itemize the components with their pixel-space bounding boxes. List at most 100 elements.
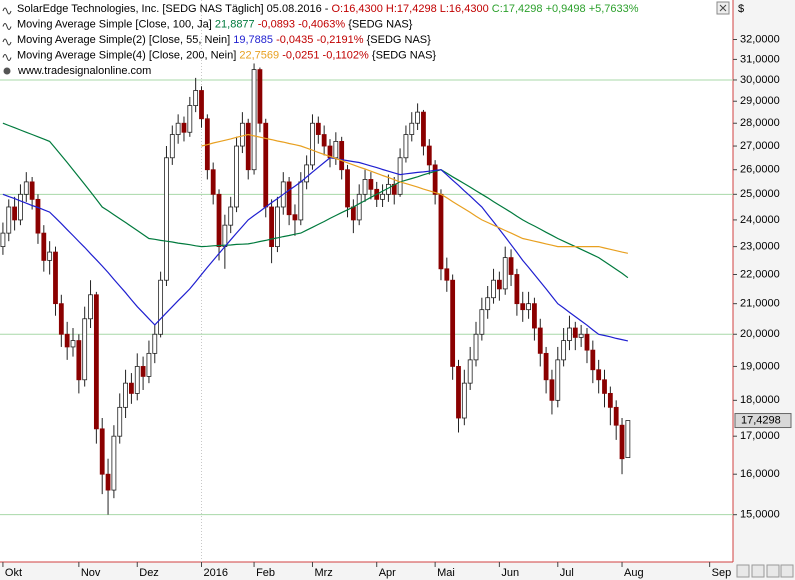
y-tick-label: 26,0000 (740, 164, 780, 176)
candle-body (175, 122, 181, 135)
candle-body (584, 333, 590, 351)
candle-body (619, 424, 625, 460)
x-tick-label: Jul (560, 567, 574, 579)
candle-body (245, 122, 251, 171)
candle-body (450, 279, 456, 367)
zoom-button[interactable] (751, 564, 765, 578)
candle-body (561, 340, 567, 361)
x-tick-label: Aug (624, 567, 644, 579)
legend-text: -0,0251 -0,1102% (282, 49, 372, 61)
candle-body (491, 279, 496, 299)
legend-text: Moving Average Simple(2) [Close, 55, Nei… (17, 34, 233, 46)
candle-body (234, 145, 239, 208)
candle-body (23, 181, 29, 195)
y-axis-panel (733, 0, 795, 580)
x-tick-label: Nov (81, 567, 101, 579)
candle-body (456, 366, 461, 419)
candle-body (549, 379, 555, 401)
candle-body (438, 193, 444, 270)
candle-body (321, 134, 327, 147)
candle-body (578, 333, 584, 338)
zoom-button[interactable] (780, 564, 794, 578)
legend-text: O:16,4300 H:17,4298 L:16,4300 (332, 3, 492, 15)
candle-body (187, 105, 193, 133)
candle-body (164, 157, 169, 281)
candle-body (216, 193, 222, 248)
candle-body (502, 257, 508, 290)
candle-body (18, 193, 23, 221)
zoom-button[interactable] (766, 564, 780, 578)
candle-body (298, 181, 304, 221)
candle-body (111, 435, 117, 491)
candle-body (461, 382, 467, 419)
y-tick-label: 23,0000 (740, 241, 780, 253)
zoom-button[interactable] (736, 564, 750, 578)
candle-body (12, 206, 18, 221)
legend-icon (2, 23, 12, 30)
y-tick-label: 32,0000 (740, 33, 780, 45)
candle-body (315, 122, 321, 135)
legend-text: 21,8877 (215, 18, 258, 30)
x-tick-label: Sep (712, 567, 732, 579)
candle-body (310, 122, 315, 166)
candle-body (532, 303, 537, 329)
legend-icon (2, 54, 12, 61)
legend-entry: Moving Average Simple(2) [Close, 55, Nei… (17, 34, 431, 46)
candle-body (158, 279, 164, 335)
candle-body (0, 232, 6, 248)
candle-body (397, 157, 403, 195)
candle-body (543, 352, 549, 381)
legend-icon (2, 7, 12, 15)
candle-body (625, 420, 631, 458)
candle-body (613, 406, 619, 426)
y-tick-label: 16,0000 (740, 468, 780, 480)
candle-body (105, 473, 111, 491)
legend-text: {SEDG NAS} (372, 49, 437, 61)
candle-body (508, 257, 514, 275)
moving-average (2, 122, 629, 279)
candle-body (257, 69, 263, 124)
website-icon (3, 67, 11, 75)
candle-body (607, 393, 613, 408)
candle-body (169, 134, 175, 159)
candle-body (263, 122, 269, 208)
candle-body (426, 145, 432, 166)
candle-body (228, 206, 234, 226)
y-tick-label: 28,0000 (740, 117, 780, 129)
candle-body (479, 309, 485, 335)
x-tick-label: Apr (379, 567, 396, 579)
candle-body (193, 90, 199, 106)
candle-body (129, 382, 134, 394)
y-tick-label: 21,0000 (740, 298, 780, 310)
candle-body (333, 141, 339, 159)
candle-body (152, 333, 158, 354)
candle-body (345, 169, 350, 208)
candle-body (117, 406, 123, 437)
y-tick-label: 22,0000 (740, 268, 780, 280)
candle-body (567, 327, 572, 341)
candle-body (602, 379, 607, 394)
marks (0, 63, 631, 515)
candle-body (572, 327, 578, 338)
x-tick-label: Dez (139, 567, 159, 579)
y-tick-label: 19,0000 (740, 360, 780, 372)
y-tick-label: 31,0000 (740, 53, 780, 65)
candle-body (362, 179, 368, 195)
legend-icon (2, 38, 12, 46)
x-tick-label: Jun (501, 567, 519, 579)
legend-entry: SolarEdge Technologies, Inc. [SEDG NAS T… (17, 3, 639, 15)
x-tick-label: Feb (256, 567, 275, 579)
candle-body (199, 90, 204, 120)
candle-body (304, 164, 310, 183)
x-tick-label: Mrz (314, 567, 332, 579)
candle-body (269, 206, 274, 248)
candle-body (292, 214, 298, 221)
candle-body (239, 122, 245, 147)
y-tick-label: 20,0000 (740, 328, 780, 340)
candle-body (590, 349, 596, 371)
candle-body (526, 303, 531, 311)
candle-body (415, 111, 421, 124)
x-tick-label: Mai (437, 567, 455, 579)
